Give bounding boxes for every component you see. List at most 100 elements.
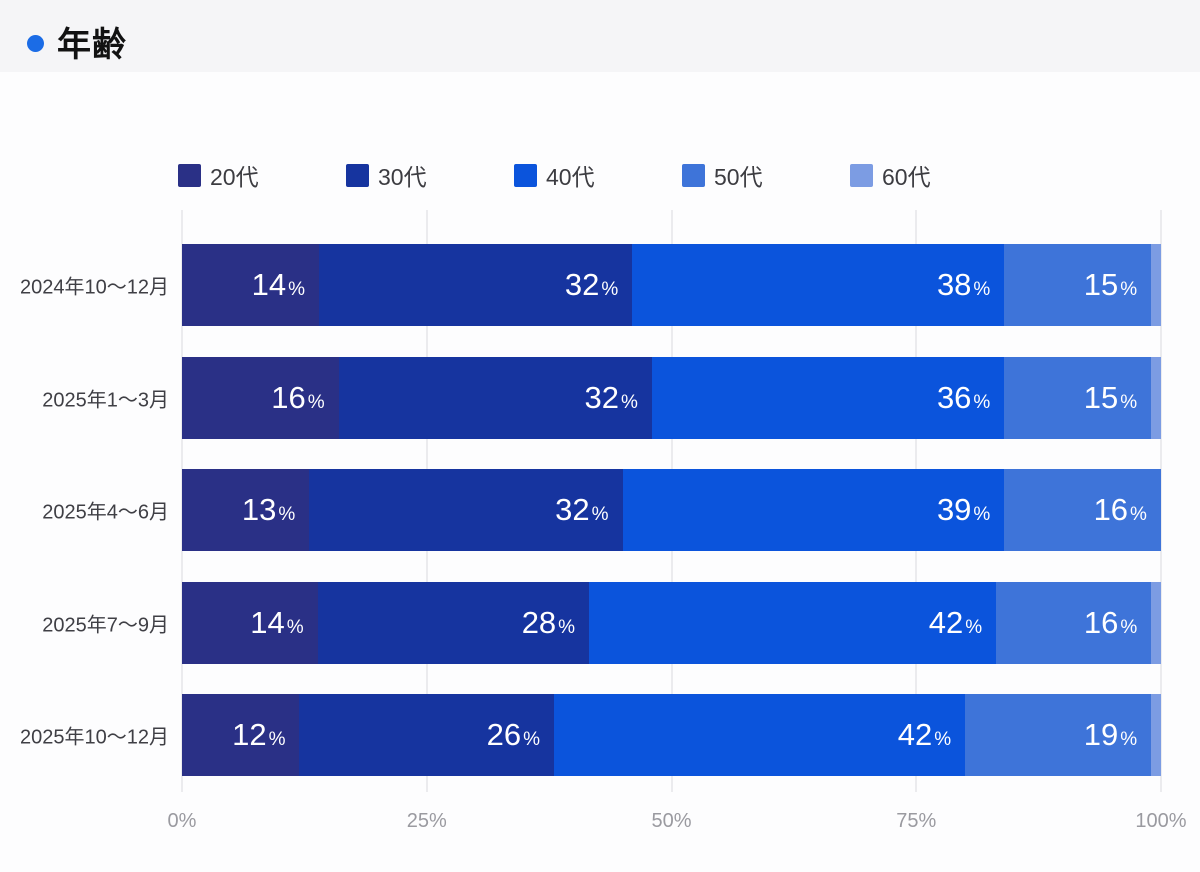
segment-value: 12 <box>232 717 267 752</box>
bar-segment-20代: 16% <box>182 356 339 439</box>
segment-value: 36 <box>936 379 972 415</box>
category-label: 2025年7〜9月 <box>42 614 169 636</box>
legend-item-40代: 40代 <box>514 158 682 192</box>
legend-label: 60代 <box>882 164 931 190</box>
bar-segment-40代: 42% <box>589 581 997 664</box>
legend-swatch-icon <box>514 163 537 187</box>
segment-unit: % <box>523 729 540 750</box>
bar-segment-50代: 16% <box>996 581 1152 664</box>
bar-segment-50代: 19% <box>965 694 1152 776</box>
segment-value: 16 <box>271 379 306 415</box>
segment-value: 42 <box>897 717 933 752</box>
segment-unit: % <box>288 279 306 300</box>
bar-segment-40代: 38% <box>632 244 1005 326</box>
bar-row: 2025年4〜6月 13% 32% 39% 16% <box>42 469 1161 551</box>
legend-item-30代: 30代 <box>346 158 514 192</box>
legend: 20代 30代 40代 50代 60代 <box>178 158 1018 192</box>
bar-segment-40代: 39% <box>622 469 1005 551</box>
segment-value: 32 <box>555 492 590 527</box>
bar-segment-60代 <box>1151 244 1161 326</box>
bar-segment-30代: 32% <box>319 244 633 326</box>
legend-swatch-icon <box>178 163 201 187</box>
bar-segment-50代: 15% <box>1004 356 1152 439</box>
bar-row: 2025年1〜3月 16% 32% 36% 15% <box>42 356 1161 439</box>
bar-segment-60代 <box>1151 694 1161 776</box>
page-title: 年齢 <box>57 25 127 64</box>
x-axis-tick-label: 25% <box>406 810 447 832</box>
bar-segment-50代: 15% <box>1004 244 1152 326</box>
segment-value: 19 <box>1083 717 1119 752</box>
legend-label: 20代 <box>210 164 259 190</box>
x-axis-tick-label: 100% <box>1135 810 1187 832</box>
x-axis-tick-label: 0% <box>167 810 197 832</box>
segment-unit: % <box>1120 391 1138 413</box>
x-axis-tick-label: 75% <box>896 810 937 832</box>
segment-value: 14 <box>251 267 287 302</box>
bar-segment-20代: 14% <box>182 581 318 664</box>
segment-value: 16 <box>1083 604 1119 640</box>
legend-label: 30代 <box>378 164 427 190</box>
bar-row: 2024年10〜12月 14% 32% 38% 15% <box>20 244 1161 326</box>
gridline <box>1160 210 1162 792</box>
bar-row: 2025年7〜9月 14% 28% 42% 16% <box>42 581 1161 664</box>
section-header: 年齢 <box>0 0 1200 72</box>
segment-unit: % <box>1120 279 1138 300</box>
legend-item-20代: 20代 <box>178 158 346 192</box>
age-stacked-bar-chart: 20代 30代 40代 50代 60代 0% 25% 50% 75% 100% 2024年10〜1… <box>0 72 1200 872</box>
bar-segment-30代: 32% <box>338 356 652 439</box>
legend-label: 40代 <box>546 164 595 190</box>
category-label: 2024年10〜12月 <box>20 276 169 299</box>
segment-unit: % <box>973 279 991 300</box>
segment-value: 32 <box>564 267 600 302</box>
legend-item-60代: 60代 <box>850 158 1018 192</box>
segment-value: 39 <box>936 492 972 527</box>
segment-value: 42 <box>928 604 964 640</box>
segment-unit: % <box>1120 729 1138 750</box>
segment-unit: % <box>286 616 304 638</box>
category-label: 2025年10〜12月 <box>20 726 169 749</box>
bar-segment-20代: 12% <box>182 694 300 776</box>
segment-value: 28 <box>521 604 557 640</box>
legend-item-50代: 50代 <box>682 158 850 192</box>
bar-segment-40代: 42% <box>554 694 966 776</box>
segment-unit: % <box>591 504 609 525</box>
segment-unit: % <box>620 391 638 413</box>
segment-unit: % <box>965 616 983 638</box>
segment-unit: % <box>278 504 296 525</box>
segment-value: 16 <box>1093 492 1129 527</box>
segment-unit: % <box>307 391 325 413</box>
x-axis-tick-label: 50% <box>651 810 692 832</box>
bar-segment-30代: 32% <box>309 469 623 551</box>
segment-unit: % <box>601 279 619 300</box>
segment-value: 26 <box>486 717 522 752</box>
plot-area: 0% 25% 50% 75% 100% 2024年10〜12月 14% 32% 38% 15% 20… <box>20 210 1187 832</box>
category-label: 2025年4〜6月 <box>42 501 169 524</box>
bar-segment-60代 <box>1151 356 1161 439</box>
segment-value: 14 <box>250 604 285 640</box>
bar-segment-30代: 26% <box>299 694 554 776</box>
bar-segment-40代: 36% <box>651 356 1005 439</box>
segment-value: 15 <box>1083 379 1119 415</box>
legend-swatch-icon <box>346 163 369 187</box>
segment-unit: % <box>973 391 991 413</box>
category-label: 2025年1〜3月 <box>42 389 169 411</box>
bar-row: 2025年10〜12月 12% 26% 42% 19% <box>20 694 1161 776</box>
bar-segment-20代: 13% <box>182 469 310 551</box>
segment-value: 13 <box>241 492 277 527</box>
segment-unit: % <box>934 729 952 750</box>
legend-label: 50代 <box>714 164 763 190</box>
segment-unit: % <box>558 616 576 638</box>
legend-swatch-icon <box>682 163 705 187</box>
legend-swatch-icon <box>850 163 873 187</box>
segment-unit: % <box>1120 616 1138 638</box>
segment-value: 15 <box>1083 267 1119 302</box>
bar-segment-60代 <box>1151 581 1161 664</box>
segment-unit: % <box>268 729 286 750</box>
segment-value: 32 <box>584 379 619 415</box>
bar-segment-30代: 28% <box>317 581 590 664</box>
segment-unit: % <box>973 504 991 525</box>
bar-segment-20代: 14% <box>182 244 320 326</box>
segment-unit: % <box>1130 504 1147 525</box>
bullet-icon <box>27 34 44 52</box>
